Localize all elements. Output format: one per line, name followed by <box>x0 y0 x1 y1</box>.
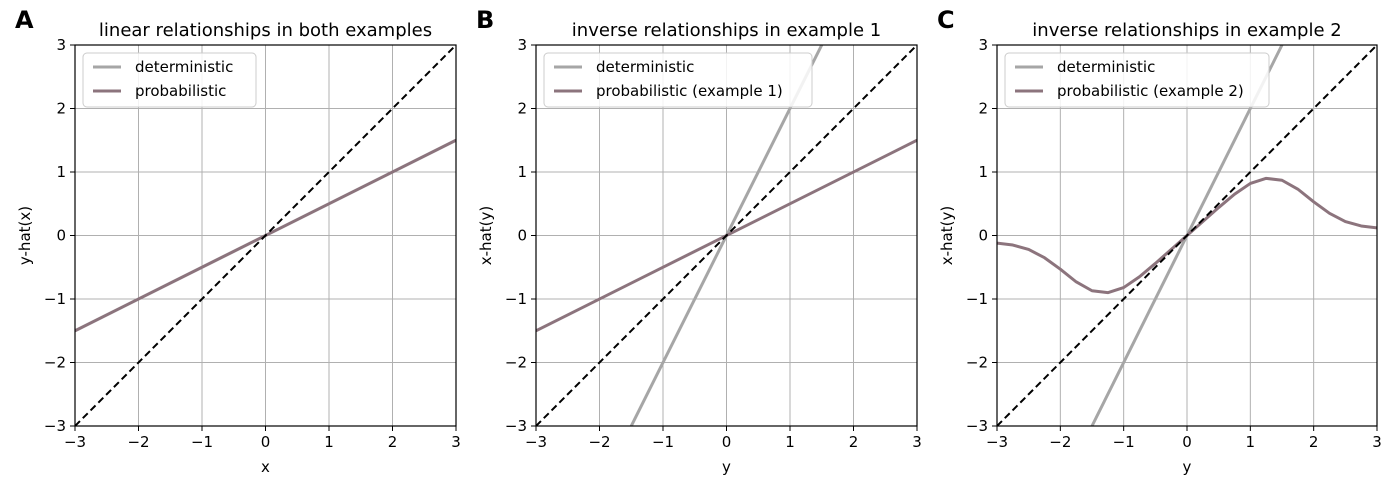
y-axis-label: y-hat(x) <box>16 206 34 265</box>
x-tick-label: 0 <box>722 433 732 451</box>
x-axis-label: x <box>261 458 270 476</box>
y-tick-label: −2 <box>505 354 527 372</box>
legend-label: deterministic <box>135 58 233 76</box>
x-tick-label: 3 <box>451 433 461 451</box>
y-tick-label: −3 <box>44 417 66 435</box>
legend-label: probabilistic (example 1) <box>596 82 783 100</box>
x-tick-label: −3 <box>986 433 1008 451</box>
x-tick-label: 2 <box>388 433 398 451</box>
x-tick-label: 1 <box>785 433 795 451</box>
y-tick-label: 1 <box>56 163 66 181</box>
x-tick-label: 0 <box>1182 433 1192 451</box>
chart-title: inverse relationships in example 1 <box>572 20 881 41</box>
x-tick-label: −3 <box>525 433 547 451</box>
panel-a: −3 −2 −1 0 1 2 3 −3 −2 −1 0 1 2 3 x y-hat(x) linear rela… <box>15 6 461 476</box>
y-tick-label: 3 <box>56 36 66 54</box>
y-tick-label: 2 <box>56 100 66 118</box>
legend-box <box>82 52 257 108</box>
x-tick-label: −2 <box>1049 433 1071 451</box>
plot-lines <box>997 45 1377 426</box>
y-tick-label: 1 <box>978 163 988 181</box>
y-tick-label: −1 <box>966 290 988 308</box>
legend-box <box>1004 52 1270 108</box>
legend: deterministic probabilistic (example 1) <box>543 52 813 108</box>
legend-label: probabilistic <box>135 82 226 100</box>
y-axis-label: x-hat(y) <box>938 206 956 265</box>
identity-dashed-line <box>536 45 917 426</box>
y-axis-label: x-hat(y) <box>477 206 495 265</box>
plot-lines <box>75 45 456 426</box>
legend: deterministic probabilistic (example 2) <box>1004 52 1270 108</box>
identity-dashed-line <box>75 45 456 426</box>
x-tick-label: 1 <box>324 433 334 451</box>
y-tick-label: 1 <box>517 163 527 181</box>
chart-title: linear relationships in both examples <box>99 20 432 41</box>
y-tick-label: 3 <box>978 36 988 54</box>
x-tick-label: −1 <box>1113 433 1135 451</box>
y-tick-label: −1 <box>505 290 527 308</box>
x-tick-label: −2 <box>127 433 149 451</box>
x-tick-label: −1 <box>191 433 213 451</box>
y-tick-label: −3 <box>966 417 988 435</box>
legend-label: probabilistic (example 2) <box>1057 82 1244 100</box>
x-axis-label: y <box>722 458 731 476</box>
legend: deterministic probabilistic <box>82 52 257 108</box>
identity-dashed-line <box>997 45 1377 426</box>
y-tick-label: −2 <box>44 354 66 372</box>
x-tick-label: 3 <box>1372 433 1382 451</box>
x-tick-label: 3 <box>912 433 922 451</box>
x-tick-label: −2 <box>588 433 610 451</box>
y-tick-label: 0 <box>978 227 988 245</box>
panel-letter: C <box>937 6 955 34</box>
panel-c: −3 −2 −1 0 1 2 3 −3 −2 −1 0 1 2 3 y x-hat(y) inverse rel… <box>937 6 1382 476</box>
x-tick-label: 0 <box>261 433 271 451</box>
plot-lines <box>536 45 917 426</box>
y-tick-label: −1 <box>44 290 66 308</box>
legend-label: deterministic <box>1057 58 1155 76</box>
x-tick-label: −1 <box>652 433 674 451</box>
chart-title: inverse relationships in example 2 <box>1032 20 1341 41</box>
x-tick-label: −3 <box>64 433 86 451</box>
y-tick-label: 2 <box>517 100 527 118</box>
panel-letter: A <box>15 6 34 34</box>
panel-letter: B <box>476 6 494 34</box>
x-axis-label: y <box>1183 458 1192 476</box>
legend-box <box>543 52 813 108</box>
x-tick-label: 1 <box>1246 433 1256 451</box>
y-tick-label: 0 <box>517 227 527 245</box>
x-tick-label: 2 <box>1309 433 1319 451</box>
y-tick-label: −2 <box>966 354 988 372</box>
y-tick-label: −3 <box>505 417 527 435</box>
panel-b: −3 −2 −1 0 1 2 3 −3 −2 −1 0 1 2 3 y x-hat(y) inverse rel… <box>476 6 922 476</box>
x-tick-label: 2 <box>849 433 859 451</box>
legend-label: deterministic <box>596 58 694 76</box>
y-tick-label: 3 <box>517 36 527 54</box>
y-tick-label: 2 <box>978 100 988 118</box>
y-tick-label: 0 <box>56 227 66 245</box>
